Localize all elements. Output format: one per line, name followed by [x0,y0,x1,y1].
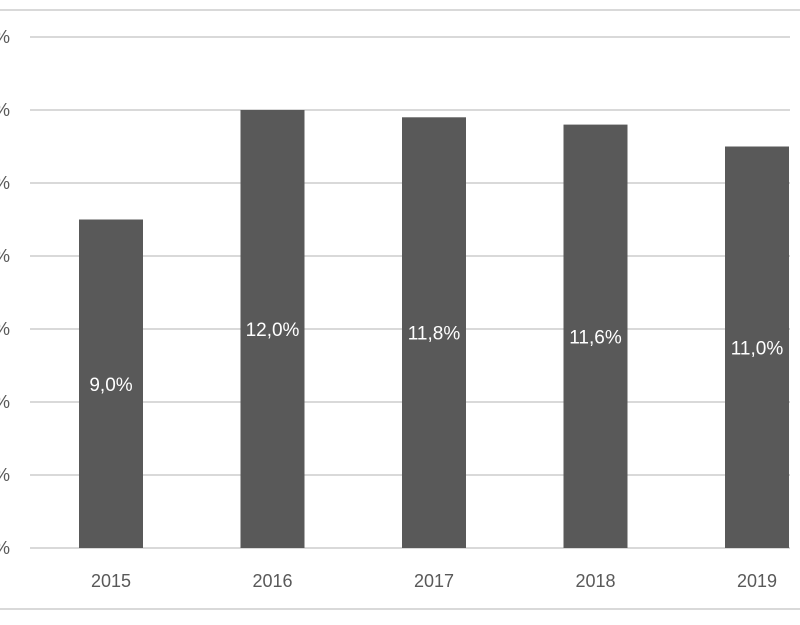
y-tick-label: % [0,465,10,485]
bars [79,110,789,549]
x-tick-label-2018: 2018 [575,571,615,591]
bar-2016 [240,110,305,548]
x-tick-label-2015: 2015 [91,571,131,591]
data-label-2015: 9,0% [89,375,132,396]
x-tick-label-2016: 2016 [252,571,292,591]
x-tick-label-2019: 2019 [737,571,777,591]
data-label-2017: 11,8% [408,324,461,345]
data-label-2016: 12,0% [246,320,300,341]
bar-2015 [79,219,143,548]
y-tick-label: % [0,100,10,120]
bar-2017 [402,117,466,549]
y-tick-label: % [0,27,10,47]
y-tick-label: % [0,246,10,266]
data-label-2018: 11,6% [569,327,622,348]
x-axis-tick-labels: 2015 2016 2017 2018 2019 [91,571,777,591]
y-tick-label: % [0,173,10,193]
y-tick-label: % [0,538,10,558]
x-tick-label-2017: 2017 [414,571,454,591]
data-labels: 9,0% 12,0% 11,8% 11,6% 11,0% [89,320,783,396]
bar-2019 [725,146,789,548]
y-axis-tick-labels: %%%%%%%% [0,27,10,558]
data-label-2019: 11,0% [731,338,784,359]
y-tick-label: % [0,319,10,339]
bar-2018 [563,124,628,548]
y-tick-label: % [0,392,10,412]
